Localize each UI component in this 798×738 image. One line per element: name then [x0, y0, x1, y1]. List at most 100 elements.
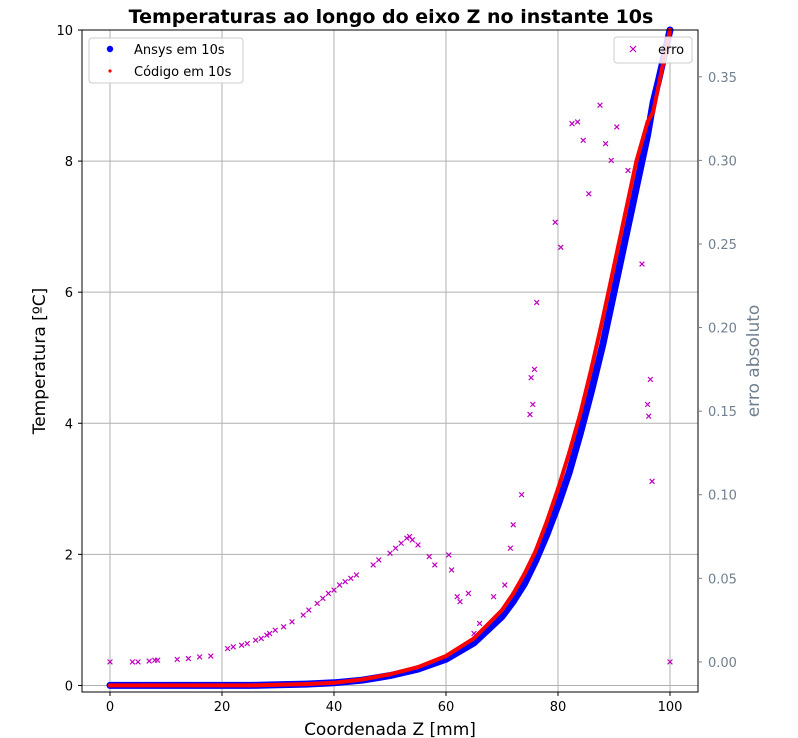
erro-point-stroke [518, 491, 525, 498]
erro-point [185, 655, 192, 662]
erro-point [129, 659, 136, 665]
erro-point-stroke [196, 654, 203, 660]
y2-tick-label: 0.35 [708, 71, 737, 86]
erro-point-stroke [300, 612, 307, 618]
erro-point-stroke [415, 542, 421, 548]
x-tick-label: 80 [550, 700, 567, 715]
ansys-point [577, 429, 584, 437]
erro-point-stroke [129, 659, 136, 665]
erro-point-stroke [585, 191, 592, 197]
erro-point [431, 562, 438, 568]
x-tick-label: 0 [106, 700, 114, 715]
erro-point [647, 376, 654, 383]
erro-point [196, 654, 203, 660]
erro-point [107, 659, 113, 665]
y2-tick-label: 0.20 [708, 322, 737, 337]
x-tick-label: 40 [326, 700, 343, 715]
erro-point [529, 401, 536, 408]
codigo-point [533, 549, 538, 554]
erro-point [510, 522, 517, 528]
erro-point [280, 623, 287, 630]
y2-tick-label: 0.05 [708, 572, 737, 587]
erro-point-stroke [266, 630, 273, 637]
ansys-point [633, 184, 640, 191]
erro-point [272, 627, 279, 633]
erro-point [613, 124, 620, 130]
legend-error: erro [613, 36, 693, 64]
erro-point [305, 607, 312, 613]
erro-point-stroke [580, 137, 587, 144]
erro-point [146, 658, 153, 664]
x-tick-label: 60 [438, 700, 455, 715]
erro-point [518, 491, 525, 498]
codigo-point [164, 683, 168, 688]
erro-point [331, 587, 337, 593]
erro-point [426, 553, 433, 560]
codigo-point [651, 109, 656, 114]
codigo-point [522, 572, 527, 577]
erro-point [552, 219, 559, 226]
codigo-point [360, 677, 364, 682]
erro-point-stroke [289, 618, 295, 625]
y2-tick-label: 0.10 [708, 489, 737, 504]
erro-point-stroke [667, 659, 673, 665]
codigo-point [612, 263, 616, 268]
erro-point-stroke [325, 590, 332, 597]
erro-point-stroke [252, 637, 259, 644]
y-tick-label: 0 [65, 679, 73, 694]
codigo-point [220, 683, 224, 688]
ansys-point [521, 580, 528, 588]
y2-tick-label: 0.25 [708, 238, 737, 253]
erro-point-stroke [625, 167, 631, 174]
erro-point-stroke [154, 657, 161, 664]
erro-point [258, 635, 265, 642]
erro-point [639, 261, 645, 267]
y-axis-right: 0.00 0.05 0.10 0.15 0.20 0.25 0.30 0.35 [698, 71, 737, 671]
chart-title: Temperaturas ao longo do eixo Z no insta… [129, 6, 654, 28]
legend-ansys-marker [106, 45, 114, 53]
erro-point [602, 140, 609, 147]
erro-point-stroke [342, 578, 349, 585]
y-axis-left: 0 2 4 6 8 10 [56, 24, 82, 694]
erro-point [403, 535, 410, 542]
x-axis-label: Coordenada Z [mm] [304, 720, 476, 738]
erro-point [289, 618, 295, 625]
legend-error-box [613, 36, 693, 64]
erro-point-stroke [557, 244, 564, 251]
erro-point [448, 567, 455, 573]
ansys-point [543, 531, 550, 538]
erro-point [342, 578, 349, 585]
erro-point-stroke [305, 607, 312, 613]
erro-point-stroke [353, 572, 360, 578]
erro-point-stroke [613, 124, 620, 130]
erro-point-stroke [392, 545, 399, 552]
erro-point [392, 545, 399, 552]
x-tick-label: 100 [658, 700, 683, 715]
erro-point-stroke [457, 598, 463, 605]
erro-point-stroke [406, 533, 413, 540]
erro-point-stroke [426, 553, 433, 560]
erro-point-stroke [490, 593, 497, 600]
erro-point [375, 557, 382, 563]
erro-point [667, 659, 673, 665]
erro-point-stroke [280, 623, 287, 630]
x-axis: 0 20 40 60 80 100 [106, 692, 683, 715]
codigo-point [511, 591, 516, 596]
y-tick-label: 10 [56, 24, 73, 39]
erro-point-stroke [244, 640, 251, 647]
erro-point-stroke [146, 658, 153, 664]
erro-point-stroke [649, 478, 655, 485]
erro-point-stroke [647, 376, 654, 383]
codigo-point [556, 486, 560, 491]
erro-point [314, 600, 321, 607]
erro-point-stroke [597, 102, 603, 109]
erro-point-stroke [531, 366, 538, 373]
erro-point [445, 552, 452, 558]
erro-point-stroke [465, 590, 472, 597]
y-tick-label: 6 [65, 286, 73, 301]
codigo-point [544, 519, 549, 524]
ansys-point [599, 341, 606, 348]
erro-point [574, 119, 581, 125]
